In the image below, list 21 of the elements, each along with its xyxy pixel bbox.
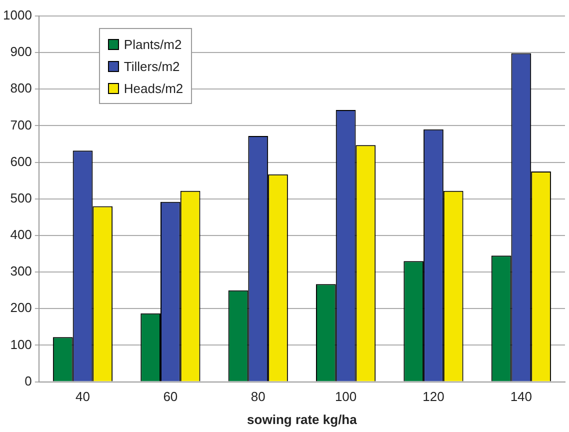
- legend-label: Heads/m2: [124, 80, 184, 96]
- legend-label: Tillers/m2: [124, 58, 180, 74]
- x-axis-title: sowing rate kg/ha: [247, 412, 358, 427]
- x-tick-label: 60: [163, 389, 178, 404]
- x-tick-label: 120: [422, 389, 444, 404]
- x-tick-label: 140: [510, 389, 532, 404]
- y-tick-label: 300: [10, 264, 32, 279]
- y-tick-label: 800: [10, 80, 32, 96]
- y-tick-label: 400: [10, 227, 32, 242]
- y-tick-label: 0: [24, 373, 32, 388]
- y-tick-label: 600: [10, 154, 32, 169]
- y-tick-label: 500: [10, 190, 32, 206]
- y-tick-label: 200: [10, 300, 32, 316]
- x-tick-label: 40: [76, 389, 90, 404]
- x-tick-label: 100: [334, 389, 357, 404]
- y-tick-label: 1000: [3, 8, 32, 23]
- y-tick-label: 100: [10, 336, 32, 352]
- x-tick-label: 80: [250, 389, 266, 404]
- y-tick-label: 700: [10, 117, 32, 132]
- y-tick-label: 900: [10, 44, 32, 60]
- legend-label: Plants/m2: [124, 36, 182, 52]
